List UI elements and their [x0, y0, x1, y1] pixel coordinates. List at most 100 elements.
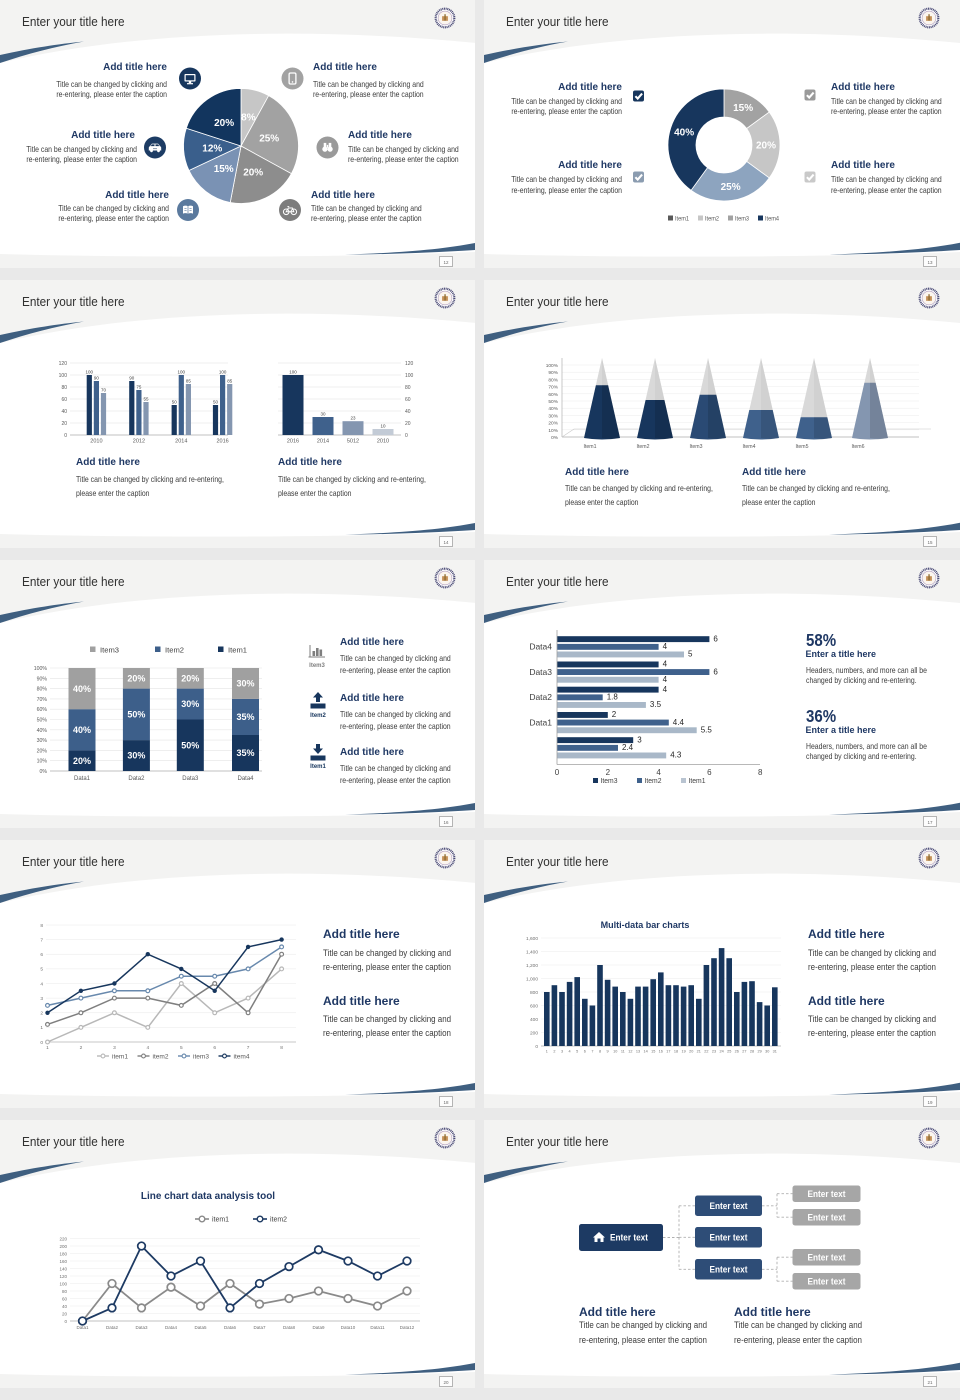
- svg-text:60: 60: [405, 397, 411, 403]
- svg-text:4: 4: [663, 660, 668, 669]
- svg-text:Data7: Data7: [253, 1325, 266, 1330]
- svg-text:80: 80: [62, 1289, 68, 1294]
- svg-text:Item4: Item4: [765, 215, 779, 222]
- svg-text:item1: item1: [112, 1054, 128, 1061]
- svg-text:Item3: Item3: [100, 646, 119, 655]
- svg-text:30: 30: [765, 1050, 769, 1054]
- svg-text:6: 6: [713, 667, 718, 676]
- svg-text:0: 0: [405, 433, 408, 439]
- svg-text:5012: 5012: [347, 439, 359, 445]
- svg-text:60: 60: [62, 1296, 68, 1301]
- svg-text:5: 5: [180, 1045, 183, 1051]
- svg-text:2010: 2010: [377, 439, 389, 445]
- svg-text:3: 3: [561, 1050, 563, 1054]
- svg-text:20%: 20%: [127, 674, 145, 684]
- svg-text:40%: 40%: [548, 406, 558, 412]
- svg-text:2016: 2016: [216, 439, 228, 445]
- svg-text:10: 10: [613, 1050, 617, 1054]
- svg-text:Item2: Item2: [705, 215, 719, 222]
- svg-text:4: 4: [569, 1050, 571, 1054]
- svg-text:Enter text: Enter text: [710, 1264, 748, 1274]
- svg-text:20: 20: [61, 421, 67, 427]
- svg-text:0%: 0%: [551, 435, 559, 441]
- svg-text:Item2: Item2: [165, 646, 184, 655]
- svg-text:8: 8: [599, 1050, 601, 1054]
- svg-text:40%: 40%: [37, 728, 48, 734]
- svg-text:30%: 30%: [548, 413, 558, 419]
- svg-text:100: 100: [178, 370, 186, 375]
- svg-text:50: 50: [213, 400, 219, 405]
- svg-text:50%: 50%: [127, 710, 145, 720]
- svg-text:90: 90: [94, 376, 100, 381]
- svg-text:20: 20: [689, 1050, 693, 1054]
- svg-text:Data9: Data9: [312, 1325, 325, 1330]
- svg-text:80%: 80%: [548, 377, 558, 383]
- svg-text:600: 600: [530, 1003, 538, 1009]
- svg-text:1,400: 1,400: [526, 949, 538, 955]
- svg-text:Data2: Data2: [128, 776, 145, 782]
- svg-text:2: 2: [612, 710, 617, 719]
- svg-text:19: 19: [681, 1050, 685, 1054]
- svg-text:Item1: Item1: [310, 764, 326, 770]
- svg-text:Data11: Data11: [370, 1325, 385, 1330]
- svg-text:Item2: Item2: [310, 713, 326, 719]
- svg-text:Enter text: Enter text: [710, 1201, 748, 1211]
- svg-text:0: 0: [40, 1040, 43, 1046]
- svg-text:80%: 80%: [37, 687, 48, 693]
- svg-text:29: 29: [757, 1050, 761, 1054]
- svg-text:7: 7: [40, 937, 43, 943]
- svg-text:2.4: 2.4: [622, 743, 634, 752]
- svg-text:800: 800: [530, 990, 538, 996]
- svg-text:1,600: 1,600: [526, 936, 538, 942]
- svg-text:70: 70: [101, 388, 107, 393]
- svg-text:60: 60: [61, 397, 67, 403]
- svg-text:2: 2: [40, 1011, 43, 1017]
- svg-text:20%: 20%: [756, 141, 776, 152]
- svg-text:0: 0: [555, 768, 560, 777]
- svg-text:item1: item1: [212, 1217, 229, 1224]
- svg-text:20%: 20%: [181, 674, 199, 684]
- svg-text:4.4: 4.4: [673, 718, 685, 727]
- svg-text:Data4: Data4: [237, 776, 254, 782]
- svg-text:120: 120: [59, 361, 68, 367]
- svg-text:0: 0: [535, 1044, 538, 1050]
- svg-text:30%: 30%: [236, 679, 254, 689]
- svg-text:85: 85: [227, 379, 233, 384]
- svg-text:8: 8: [280, 1045, 283, 1051]
- svg-text:120: 120: [405, 361, 414, 367]
- svg-text:25%: 25%: [721, 182, 741, 193]
- svg-text:16: 16: [659, 1050, 663, 1054]
- svg-text:Data10: Data10: [341, 1325, 356, 1330]
- svg-text:20: 20: [405, 421, 411, 427]
- svg-text:1: 1: [46, 1045, 49, 1051]
- svg-text:Item2: Item2: [645, 778, 662, 785]
- svg-text:2: 2: [80, 1045, 83, 1051]
- svg-text:120: 120: [59, 1274, 67, 1279]
- svg-text:100%: 100%: [34, 666, 48, 672]
- svg-text:2014: 2014: [317, 439, 329, 445]
- svg-text:5: 5: [576, 1050, 578, 1054]
- svg-text:2010: 2010: [90, 439, 102, 445]
- svg-text:40: 40: [405, 409, 411, 415]
- svg-text:Data2: Data2: [106, 1325, 119, 1330]
- svg-text:17: 17: [666, 1050, 670, 1054]
- svg-text:40%: 40%: [73, 725, 91, 735]
- svg-text:20%: 20%: [73, 756, 91, 766]
- svg-text:50%: 50%: [181, 740, 199, 750]
- svg-text:100: 100: [289, 370, 297, 375]
- svg-text:60%: 60%: [37, 707, 48, 713]
- svg-text:20%: 20%: [243, 168, 263, 179]
- svg-text:28: 28: [750, 1050, 754, 1054]
- svg-text:0: 0: [64, 433, 67, 439]
- svg-text:2016: 2016: [287, 439, 299, 445]
- svg-text:Item3: Item3: [735, 215, 749, 222]
- svg-text:5: 5: [688, 650, 693, 659]
- svg-text:90: 90: [129, 376, 135, 381]
- svg-text:140: 140: [59, 1266, 67, 1271]
- svg-text:70%: 70%: [37, 697, 48, 703]
- svg-text:4.3: 4.3: [670, 751, 682, 760]
- svg-text:30%: 30%: [37, 738, 48, 744]
- svg-text:Data4: Data4: [165, 1325, 178, 1330]
- svg-text:Item1: Item1: [675, 215, 689, 222]
- svg-text:85: 85: [186, 379, 192, 384]
